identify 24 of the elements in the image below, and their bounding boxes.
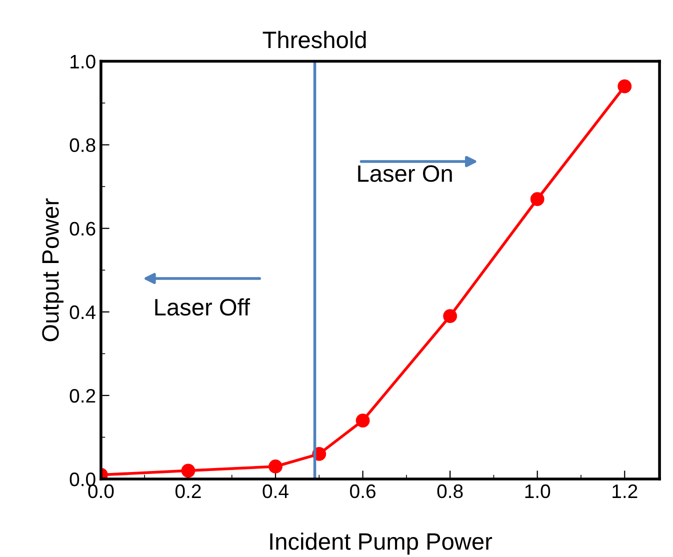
point: [530, 192, 544, 206]
x-tick-label: 0.6: [350, 484, 376, 498]
annotation: Laser Off: [155, 298, 250, 316]
point: [356, 414, 370, 428]
y-tick-label: 0.4: [70, 305, 96, 320]
y-tick-label: 1.0: [70, 54, 96, 69]
y-axis-title: Output Power: [42, 198, 64, 342]
x-axis-title: Incident Pump Power: [270, 532, 492, 555]
x-tick-label: 0.0: [88, 484, 114, 498]
x-tick-label: 0.8: [437, 484, 463, 498]
ref-line-label: Threshold: [262, 30, 366, 48]
x-tick-label: 0.4: [262, 484, 288, 498]
point: [618, 79, 632, 94]
y-tick-label: 0.8: [70, 138, 96, 152]
x-tick-label: 1.2: [612, 484, 638, 498]
y-tick-label: 0.0: [70, 472, 96, 486]
point: [268, 460, 282, 474]
point: [181, 464, 196, 478]
x-tick-label: 1.0: [525, 484, 550, 498]
y-tick-label: 0.6: [70, 222, 96, 236]
annotation: Laser On: [358, 165, 452, 182]
x-tick-label: 0.2: [175, 484, 201, 498]
point: [443, 309, 458, 324]
y-tick-label: 0.2: [70, 388, 96, 403]
